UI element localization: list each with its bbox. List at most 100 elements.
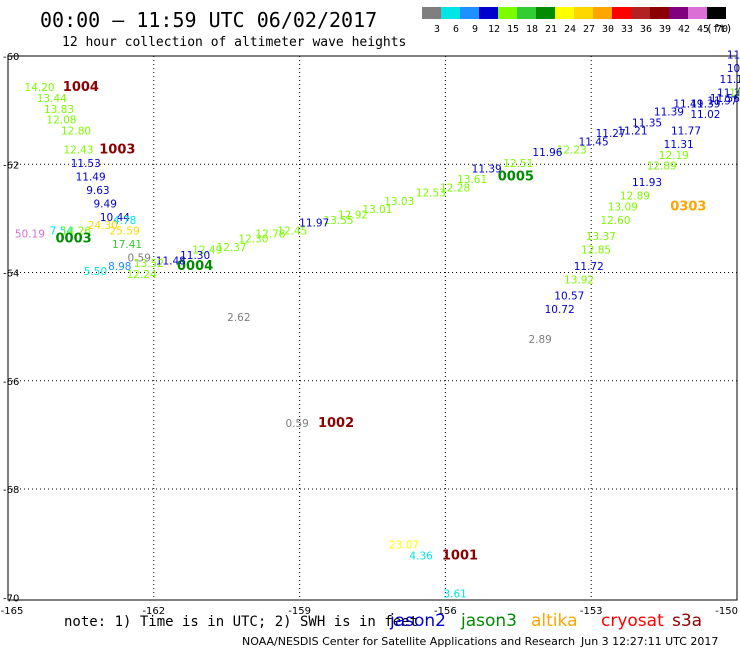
pass-id-label: 0005 bbox=[498, 169, 534, 184]
wave-height-value: 9.63 bbox=[86, 185, 109, 197]
wave-height-value: 10.72 bbox=[545, 304, 575, 316]
legend-tick-label: 15 bbox=[507, 24, 519, 35]
wave-height-value: 14.26 bbox=[61, 226, 91, 238]
legend-swatch bbox=[593, 7, 612, 19]
timestamp: Jun 3 12:27:11 UTC 2017 bbox=[580, 635, 718, 648]
satellite-label-altika: altika bbox=[531, 611, 578, 631]
wave-height-value: 24.30 bbox=[88, 220, 118, 232]
wave-height-value: 11.21 bbox=[617, 125, 647, 137]
wave-height-value: 2.89 bbox=[528, 334, 551, 346]
axis-tick-labels: -165 -162 -159 -156 -153 -150 -60 -62 -64 -66 -68 -… bbox=[1, 52, 738, 617]
satellite-label-cryosat: cryosat bbox=[601, 611, 664, 631]
wave-height-value: 17.41 bbox=[112, 239, 142, 251]
legend-tick-label: 21 bbox=[545, 24, 557, 35]
pass-id-label: 1004 bbox=[63, 80, 99, 95]
wave-height-value: 3.61 bbox=[443, 588, 466, 600]
wave-height-value: 12.89 bbox=[620, 190, 650, 202]
wave-height-value: 11.96 bbox=[532, 147, 562, 159]
legend-unit: (ft) bbox=[706, 22, 733, 35]
pass-id-label: 0004 bbox=[177, 259, 213, 274]
plot-area: -165 -162 -159 -156 -153 -150 -60 -62 -64 -66 -68 -… bbox=[1, 50, 740, 617]
wave-height-value: 12.80 bbox=[61, 125, 91, 137]
legend-swatch bbox=[707, 7, 726, 19]
y-tick-label: -66 bbox=[3, 377, 19, 388]
wave-height-value: 11.39 bbox=[654, 107, 684, 119]
satellite-label-jason3: jason3 bbox=[460, 611, 517, 631]
wave-height-value: 12.60 bbox=[600, 215, 630, 227]
wave-height-value: 12.53 bbox=[416, 188, 446, 200]
wave-height-value: 0.59 bbox=[285, 418, 308, 430]
wave-height-value: 10 bbox=[738, 79, 740, 91]
wave-height-value: 5.50 bbox=[84, 266, 107, 278]
wave-height-value: 13.83 bbox=[44, 104, 74, 116]
wave-height-value: 12.92 bbox=[338, 209, 368, 221]
wave-height-value: 11.93 bbox=[632, 177, 662, 189]
wave-height-value: 9.49 bbox=[94, 199, 117, 211]
wave-height-value: 13.55 bbox=[323, 215, 353, 227]
pass-id-label: 0303 bbox=[670, 199, 706, 214]
wave-height-value: 11.10 bbox=[720, 74, 740, 86]
legend-tick-label: 27 bbox=[583, 24, 595, 35]
wave-height-value: 13.52 bbox=[134, 258, 164, 270]
wave-height-value: 12.78 bbox=[255, 228, 285, 240]
legend-swatch bbox=[650, 7, 669, 19]
legend-tick-label: 42 bbox=[678, 24, 690, 35]
wave-height-value: 11.72 bbox=[574, 261, 604, 273]
wave-height-value: 23.07 bbox=[389, 540, 419, 552]
legend-tick-label: 24 bbox=[564, 24, 576, 35]
legend-tick-label: 3 bbox=[434, 24, 440, 35]
wave-height-value: 14.20 bbox=[25, 82, 55, 94]
legend-swatch bbox=[688, 7, 707, 19]
wave-height-value: 13.92 bbox=[564, 274, 594, 286]
wave-height-value: 2.62 bbox=[227, 312, 250, 324]
wave-height-value: 11.02 bbox=[690, 109, 720, 121]
data-points: 11.4710.8411.101011.3111.0711.9711.5611.… bbox=[15, 50, 740, 601]
legend-tick-label: 6 bbox=[453, 24, 459, 35]
legend-swatch bbox=[479, 7, 498, 19]
chart-subtitle: 12 hour collection of altimeter wave hei… bbox=[62, 35, 406, 50]
grid-lines bbox=[8, 56, 737, 600]
legend-swatch bbox=[498, 7, 517, 19]
legend-swatch bbox=[612, 7, 631, 19]
wave-height-value: 11.27 bbox=[596, 128, 626, 140]
x-tick-label: -156 bbox=[434, 606, 457, 617]
legend-swatch bbox=[536, 7, 555, 19]
wave-height-value: 12.19 bbox=[659, 150, 689, 162]
wave-height-value: 11.49 bbox=[76, 171, 106, 183]
wave-height-value: 11.48 bbox=[156, 255, 186, 267]
wave-height-value: 11.53 bbox=[71, 158, 101, 170]
wave-height-value: 7.54 bbox=[50, 226, 74, 238]
wave-height-value: 11.77 bbox=[671, 125, 701, 137]
y-tick-label: -68 bbox=[3, 485, 19, 496]
color-legend: 3 6 9 12 15 18 21 24 27 30 33 36 39 42 45 70 bbox=[422, 7, 728, 35]
legend-tick-label: 70 bbox=[716, 24, 728, 35]
wave-height-value: 12.37 bbox=[217, 242, 247, 254]
legend-tick-label: 12 bbox=[488, 24, 500, 35]
chart-title: 00:00 – 11:59 UTC 06/02/2017 bbox=[40, 8, 377, 32]
wave-height-value: 13.61 bbox=[457, 174, 487, 186]
wave-height-value: 12.89 bbox=[647, 161, 677, 173]
legend-swatch bbox=[441, 7, 460, 19]
wave-height-value: 8.98 bbox=[108, 261, 131, 273]
wave-height-value: 12.08 bbox=[46, 115, 76, 127]
wave-height-value: 11.39 bbox=[472, 163, 502, 175]
wave-height-value: 11.35 bbox=[632, 117, 662, 129]
pass-id-label: 1001 bbox=[442, 548, 478, 563]
legend-tick-label: 18 bbox=[526, 24, 538, 35]
wave-height-value: 13.37 bbox=[586, 231, 616, 243]
x-tick-label: -162 bbox=[142, 606, 165, 617]
wave-height-value: 4.78 bbox=[113, 215, 136, 227]
x-tick-label: -165 bbox=[1, 606, 24, 617]
wave-height-value: 4.36 bbox=[409, 550, 433, 562]
satellite-label-s3a: s3a bbox=[672, 611, 702, 631]
y-tick-label: -70 bbox=[3, 593, 19, 604]
x-tick-label: -150 bbox=[715, 606, 738, 617]
wave-height-value: 10.44 bbox=[100, 212, 130, 224]
wave-height-value: 11.39 bbox=[690, 98, 720, 110]
legend-swatch bbox=[574, 7, 593, 19]
pass-id-label: 1002 bbox=[318, 416, 354, 431]
legend-swatch bbox=[422, 7, 441, 19]
legend-tick-label: 36 bbox=[640, 24, 652, 35]
wave-height-value: 11.31 bbox=[717, 88, 740, 100]
